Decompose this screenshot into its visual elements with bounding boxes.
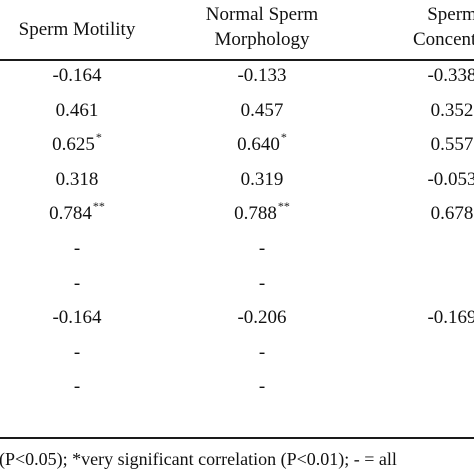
cell-value: -0.338 [427,65,474,86]
table-cell: -0.338 [427,65,474,87]
cell-value: 0.319 [240,168,284,190]
cell-value: - [73,341,81,363]
cell-value: - [258,376,266,398]
significance-marker: ** [277,199,290,214]
cell-value: 0.788 [234,203,277,225]
table-cell: -0.206 [237,307,286,329]
table-cell: - [74,342,80,364]
table-cell: 0.318 [56,169,99,191]
table-cell: 0.457 [241,100,284,122]
cell-value: -0.206 [237,307,287,329]
cell-value: 0.557 [430,134,474,156]
table-cell: 0.352 [431,100,474,122]
table-footnote: (P<0.05); *very significant correlation … [0,449,397,469]
cell-value: - [258,238,266,259]
table-cell: -0.169 [427,307,474,329]
cell-value: 0.457 [240,99,284,121]
table-cell: - [259,376,265,398]
cell-value: -0.053 [427,168,474,190]
table-bottom-rule [0,437,474,439]
cell-value: 0.678 [430,203,474,225]
cell-value: 0.625 [52,134,95,156]
table-cell: -0.053 [427,169,474,191]
table-cell: - [259,273,265,295]
column-header-3-line-1: Sperm [427,4,474,25]
table-cell: -0.164 [52,65,101,87]
significance-marker: * [280,129,287,144]
table-cell: 0.678 [431,203,474,225]
cell-value: - [73,238,81,259]
cell-value: 0.318 [55,168,99,190]
table-cell: 0.788** [234,200,290,225]
table-cell: -0.133 [237,65,286,87]
cell-value: -0.133 [237,65,287,86]
table-cell: - [74,238,80,260]
cell-value: -0.169 [427,307,474,329]
table-cell: 0.461 [56,100,99,122]
significance-marker: * [95,129,102,144]
table-cell: - [74,376,80,398]
table-cell: 0.319 [241,169,284,191]
table-cell: -0.164 [52,307,101,329]
column-header-2-line-1: Normal Sperm [205,4,319,25]
cell-value: -0.164 [52,65,102,86]
table-cell: - [259,238,265,260]
table-top-rule [0,59,474,61]
significance-marker: ** [92,199,105,214]
cell-value: 0.784 [49,203,92,225]
cell-value: 0.461 [55,99,99,121]
cell-value: 0.352 [430,99,474,121]
cell-value: 0.640 [237,134,280,156]
cell-value: -0.164 [52,307,102,329]
column-header-3-line-2: Concentra [412,29,474,50]
column-header-1-line-1: Sperm Motility [18,19,136,40]
column-header-2-line-2: Morphology [214,29,310,50]
cell-value: - [73,376,81,398]
table-cell: - [259,342,265,364]
table-cell: - [74,273,80,295]
cell-value: - [258,272,266,294]
table-cell: 0.557 [431,134,474,156]
cell-value: - [258,341,266,363]
table-cell: 0.784** [49,200,105,225]
cell-value: - [73,272,81,294]
table-cell: 0.640* [237,131,287,156]
table-cell: 0.625* [52,131,102,156]
